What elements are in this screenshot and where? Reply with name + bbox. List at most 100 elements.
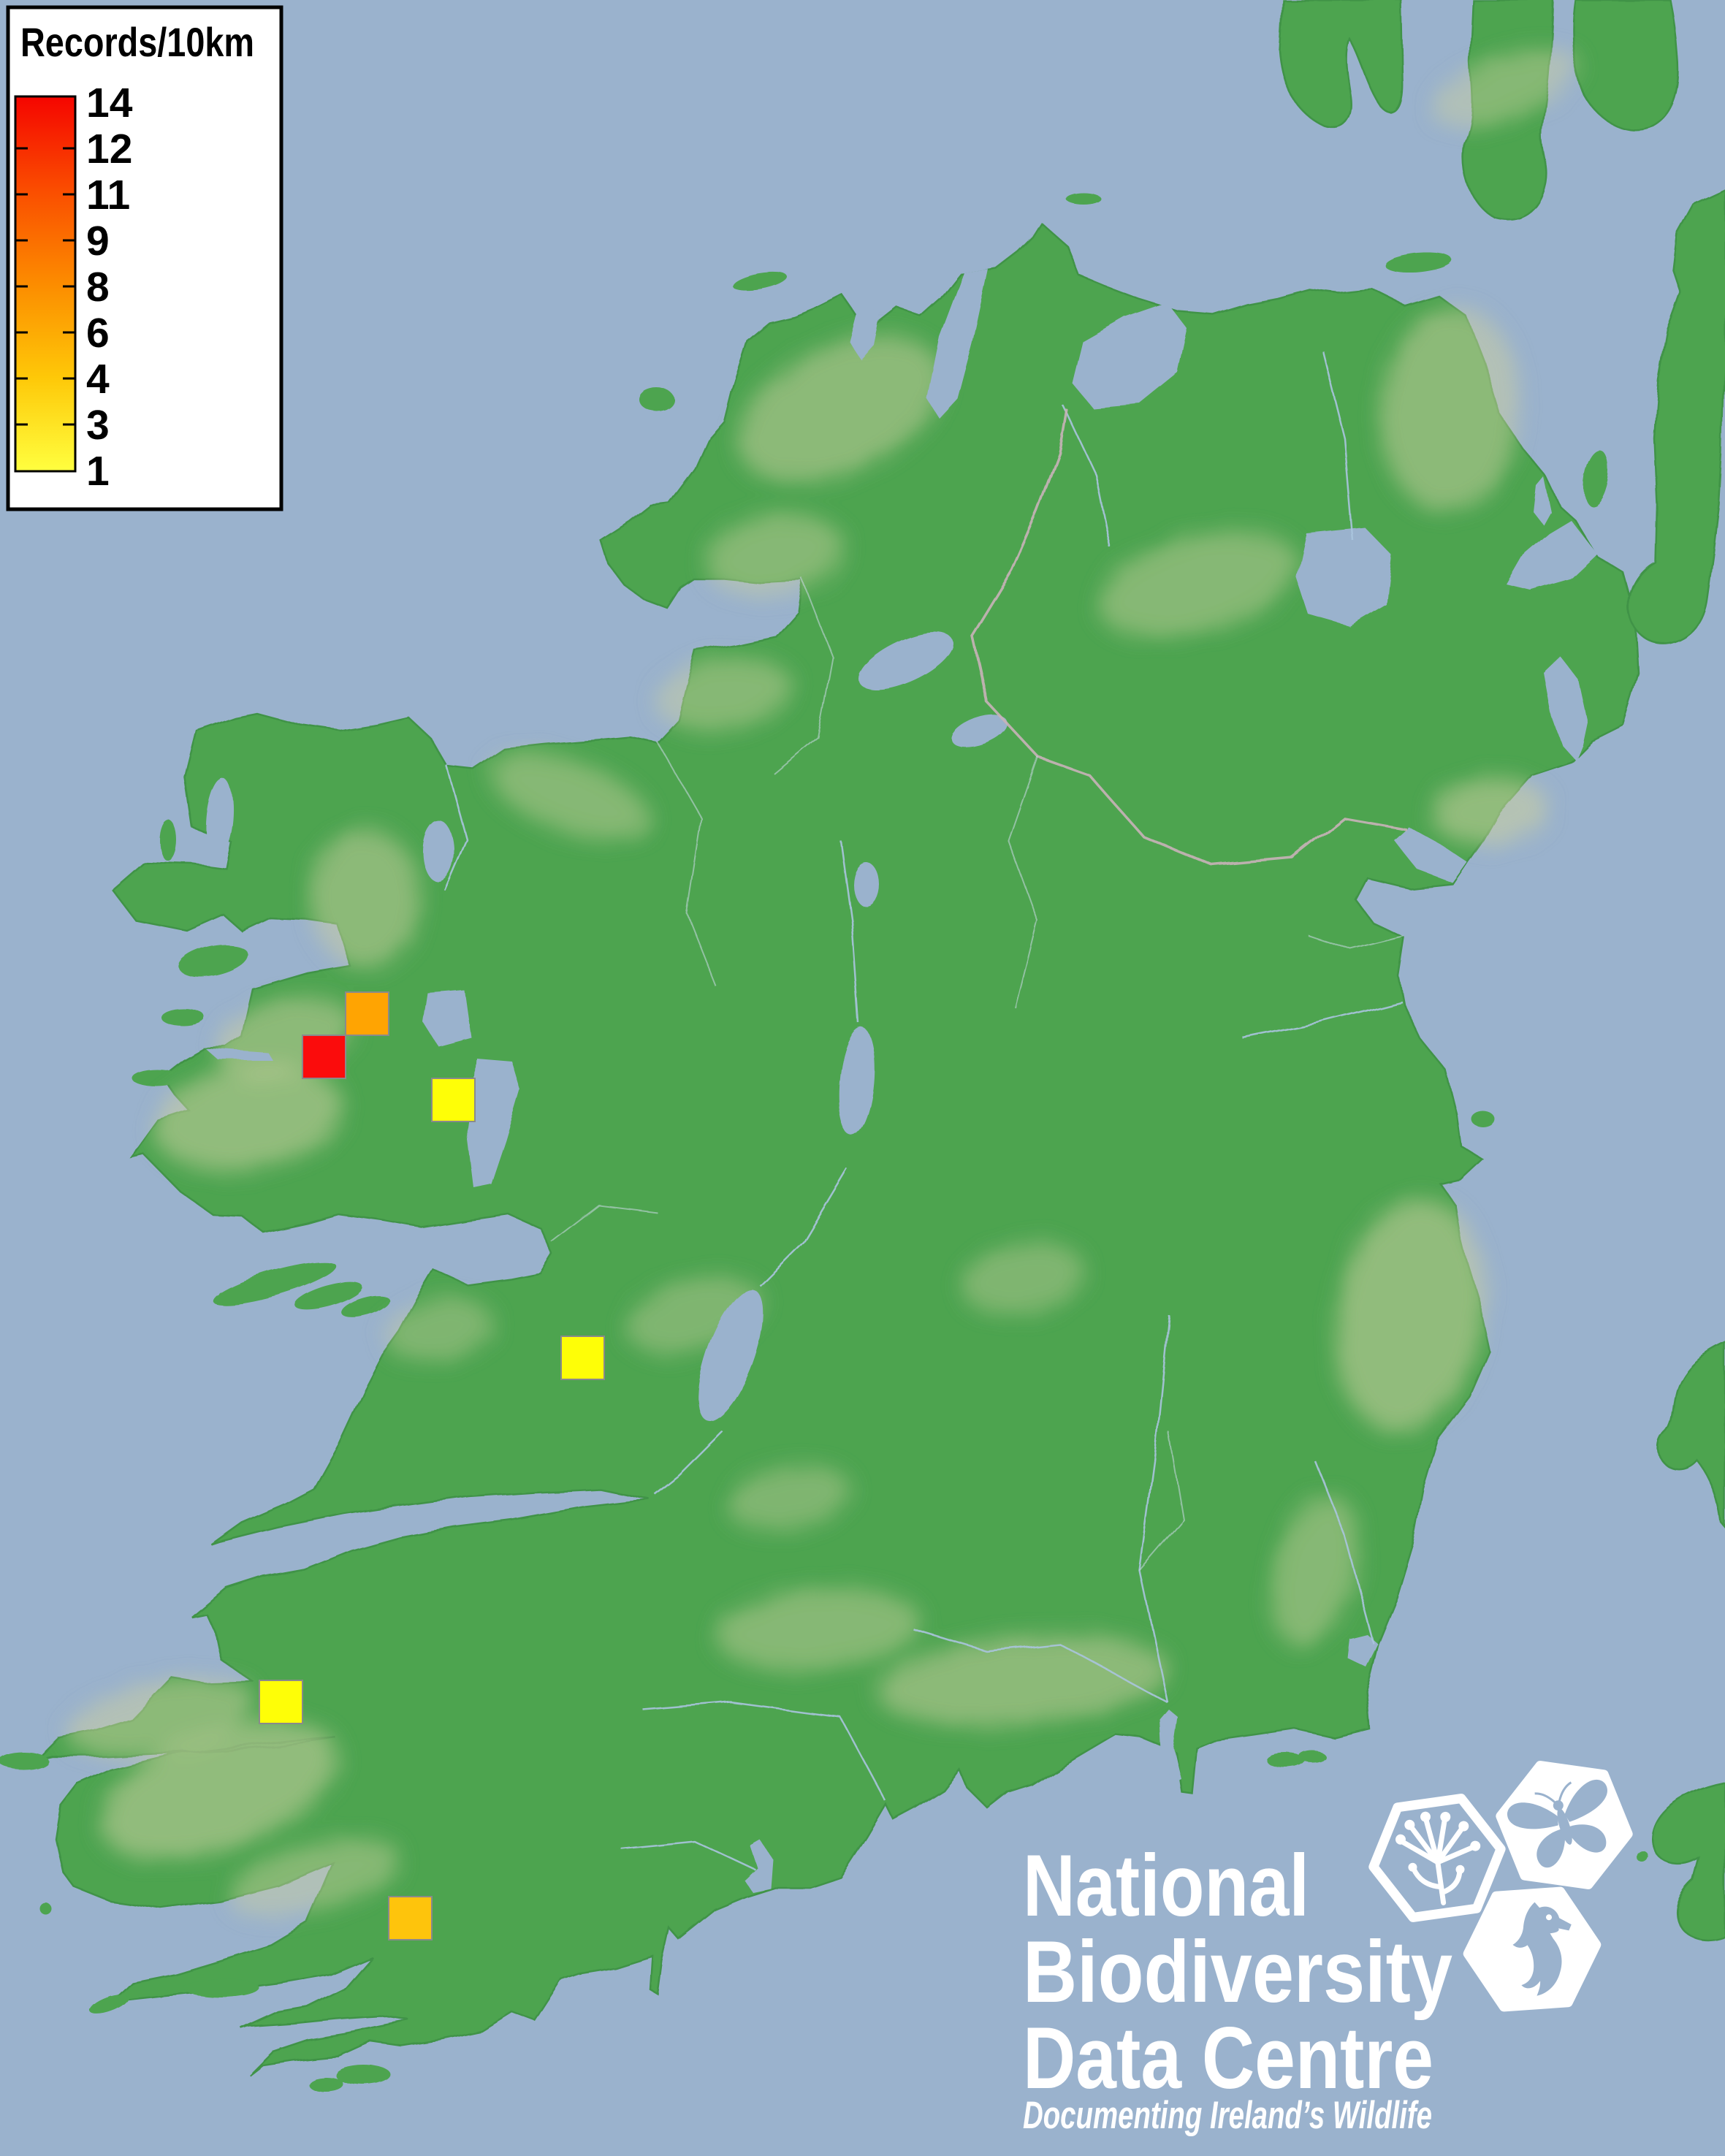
lough-conn (422, 820, 454, 882)
record-square (560, 1336, 605, 1380)
county-boundary (774, 578, 834, 775)
sheephaven-bay (851, 307, 880, 359)
county-boundary (1007, 755, 1039, 1009)
cork-harbour (745, 1841, 773, 1892)
upper-lough-erne (951, 715, 1008, 747)
logo-tagline: Documenting Ireland’s Wildlife (1023, 2094, 1432, 2137)
barrow-river (1138, 1314, 1170, 1703)
legend-tick-label: 11 (86, 172, 130, 218)
inishbofin-island (132, 1070, 182, 1087)
lough-swilly (926, 269, 988, 418)
inishtrahull-island (1066, 193, 1101, 205)
waterford-harbour (1160, 1710, 1181, 1783)
belfast-lough (1507, 520, 1597, 590)
tory-island (732, 272, 788, 291)
saltee-islet (1299, 1751, 1325, 1762)
lambay-island (1471, 1111, 1495, 1127)
wexford-harbour (1348, 1635, 1378, 1667)
larne-lough (1533, 476, 1550, 525)
inisheer-island (341, 1295, 389, 1317)
logo-line-3: Data Centre (1023, 2009, 1433, 2107)
county-boundary (1307, 934, 1405, 951)
legend-tick-label: 9 (86, 218, 110, 264)
record-square (388, 1896, 433, 1940)
ireland-coastline (36, 221, 1640, 2076)
inishturk-island (161, 1008, 205, 1026)
legend-title: Records/10km (20, 19, 254, 65)
carlingford-lough (1394, 827, 1467, 883)
legend-tick-label: 14 (86, 80, 133, 126)
lower-lough-erne (858, 633, 953, 690)
shannon-river (655, 839, 860, 1496)
moy-river (444, 765, 469, 892)
lough-foyle (1073, 303, 1187, 408)
record-square (259, 1680, 303, 1724)
record-square (345, 991, 389, 1036)
rathlin-island (1385, 253, 1452, 273)
kintyre-peninsula (1628, 188, 1725, 644)
legend-tick-label: 8 (86, 264, 110, 311)
clare-island (178, 945, 248, 977)
logo-line-2: Biodiversity (1023, 1923, 1452, 2021)
county-boundary (657, 742, 717, 987)
county-boundary (1139, 1431, 1185, 1572)
gigha-islet (1583, 451, 1610, 506)
lough-derg (698, 1290, 764, 1421)
bann-river (1321, 350, 1355, 541)
butterfly-icon (1507, 1780, 1607, 1868)
slaney-river (1314, 1460, 1375, 1645)
inishmaan-island (294, 1282, 363, 1310)
foyle-river (1062, 405, 1112, 549)
dursey-island (90, 1995, 129, 2015)
blackwater-river (642, 1701, 887, 1802)
logo-line-1: National (1023, 1837, 1309, 1935)
boyne-river (1241, 999, 1402, 1039)
strangford-lough (1543, 656, 1587, 760)
blasket-island (0, 1752, 48, 1770)
record-squares-layer (259, 991, 605, 1940)
relief-shading (67, 48, 1578, 1917)
seahorse-icon (1512, 1902, 1572, 1996)
record-square (302, 1035, 346, 1079)
lough-ree (838, 1026, 875, 1136)
st-davids-coast (1651, 1781, 1725, 1941)
seahorse-hexagon-icon (1463, 1886, 1602, 2012)
legend-tick-label: 1 (86, 448, 110, 495)
lee-river (620, 1840, 757, 1872)
welsh-islet (1636, 1850, 1648, 1862)
legend-tick-label: 4 (86, 356, 110, 403)
sherkin-island (308, 2076, 343, 2091)
legend-tick-label: 12 (86, 126, 132, 172)
umbellifer-plant-icon (1395, 1811, 1481, 1905)
anglesey-coast (1658, 1341, 1725, 1528)
lough-allen (853, 862, 879, 906)
killary-fjord (206, 1049, 273, 1061)
nbdc-logo: National Biodiversity Data Centre Docume… (1023, 1761, 1633, 2137)
lough-corrib (468, 1058, 520, 1187)
aranmore-island (640, 389, 675, 412)
suir-river (913, 1628, 1168, 1704)
islay-island (1279, 0, 1404, 128)
butterfly-hexagon-icon (1496, 1761, 1633, 1889)
plant-hexagon-icon (1368, 1794, 1506, 1922)
skellig-islet (39, 1902, 51, 1914)
legend-tick-label: 3 (86, 402, 110, 449)
legend-gradient-bar (14, 95, 77, 473)
lough-neagh (1297, 527, 1392, 627)
blacksod-bay (205, 778, 233, 858)
county-boundary (551, 1204, 658, 1243)
saltee-island (1267, 1753, 1305, 1768)
legend-tick-label: 6 (86, 310, 110, 357)
bere-island (183, 1978, 259, 1997)
record-square (431, 1078, 476, 1122)
inishkea-island (159, 820, 177, 861)
cape-clear-island (335, 2065, 391, 2085)
inishmore-island (212, 1261, 336, 1305)
rivers-and-boundaries (444, 350, 1407, 1872)
inland-waters (205, 269, 1597, 1892)
landmass-group (0, 0, 1725, 2091)
